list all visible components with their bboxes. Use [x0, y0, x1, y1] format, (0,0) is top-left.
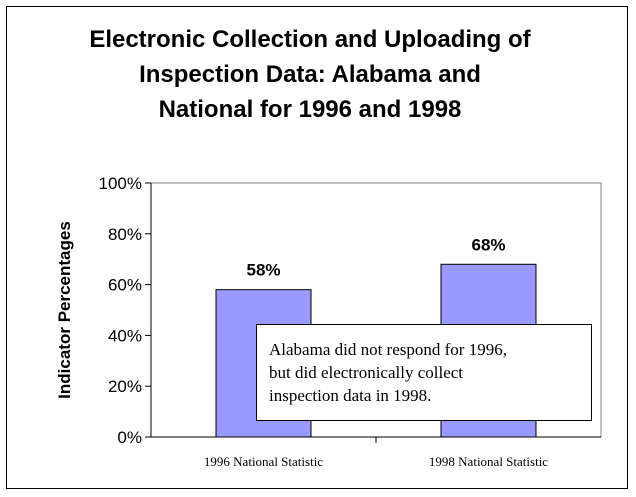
- annotation-line-2: but did electronically collect: [269, 361, 581, 384]
- annotation-box: Alabama did not respond for 1996, but di…: [256, 324, 592, 421]
- y-tick-label: 0%: [117, 428, 142, 447]
- y-tick-label: 20%: [108, 377, 142, 396]
- y-tick-label: 100%: [99, 174, 142, 193]
- y-tick-label: 60%: [108, 276, 142, 295]
- y-tick-label: 80%: [108, 225, 142, 244]
- data-label: 68%: [471, 235, 505, 254]
- category-label: 1998 National Statistic: [429, 454, 548, 469]
- annotation-line-3: inspection data in 1998.: [269, 384, 581, 407]
- category-label: 1996 National Statistic: [204, 454, 323, 469]
- y-axis-title: Indicator Percentages: [55, 221, 74, 399]
- data-label: 58%: [246, 261, 280, 280]
- annotation-line-1: Alabama did not respond for 1996,: [269, 338, 581, 361]
- y-tick-label: 40%: [108, 326, 142, 345]
